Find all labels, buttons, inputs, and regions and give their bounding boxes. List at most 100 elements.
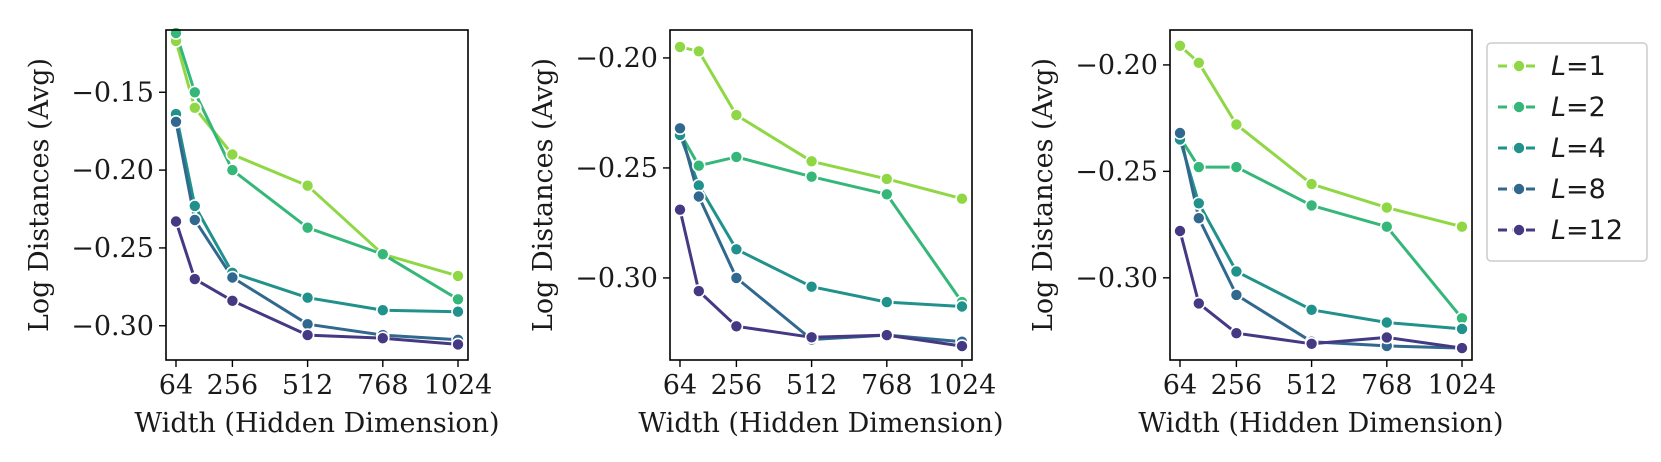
y-axis-label: Log Distances (Avg) (528, 58, 559, 332)
data-point (169, 115, 183, 129)
data-point (1192, 296, 1206, 311)
data-point (225, 293, 240, 308)
data-point (1229, 288, 1244, 302)
data-point (691, 158, 706, 173)
legend-marker (1512, 100, 1526, 114)
data-point (955, 191, 969, 206)
chart-panel-3: 64 256 512 768 1024 −0.20 −0.25 −0.30 Width (Hid… (1028, 29, 1504, 439)
x-tick-label: 256 (1211, 370, 1263, 401)
data-point (1380, 219, 1394, 234)
chart-panel-1: 64 256 512 768 1024 −0.15 −0.20 −0.25 −0.30 Width… (24, 26, 500, 439)
x-tick-label: 64 (159, 370, 193, 401)
series-line-l-1 (678, 45, 964, 201)
data-point (1304, 336, 1319, 351)
plot-frame (1169, 29, 1473, 361)
data-point (188, 101, 202, 115)
data-point (879, 187, 894, 202)
data-point (1173, 38, 1187, 53)
x-tick-label: 512 (786, 370, 838, 401)
data-point (691, 44, 706, 59)
x-tick-label: 1024 (424, 370, 493, 401)
data-point (1304, 198, 1319, 213)
x-tick-label: 768 (1361, 370, 1413, 401)
legend-label: L=12 (1551, 215, 1623, 246)
data-point (225, 147, 240, 162)
data-point (1173, 126, 1187, 140)
y-axis-label: Log Distances (Avg) (1028, 58, 1059, 332)
y-tick-label: −0.20 (71, 155, 154, 186)
series-line-l-2 (678, 131, 964, 304)
x-tick-label: 512 (1286, 370, 1338, 401)
data-point (188, 272, 202, 286)
y-tick-label: −0.30 (71, 311, 154, 342)
data-point (300, 178, 315, 193)
x-axis-label: Width (Hidden Dimension) (1138, 408, 1503, 439)
data-point (451, 304, 465, 319)
data-point (1229, 117, 1244, 132)
legend-label: L=8 (1551, 174, 1606, 205)
data-point (729, 108, 744, 122)
series-line-l-4 (678, 133, 964, 308)
legend-entry: L=2 (1498, 92, 1606, 123)
data-point (804, 154, 819, 169)
data-point (879, 172, 894, 186)
series-line-l-2 (174, 31, 460, 301)
series-line-l-12 (1178, 229, 1464, 350)
data-point (225, 163, 240, 177)
x-tick-label: 768 (861, 370, 913, 401)
data-point (188, 85, 202, 100)
chart-panel-2: 64 256 512 768 1024 −0.20 −0.25 −0.30 Width (Hid… (528, 29, 1004, 439)
legend-label: L=4 (1551, 133, 1606, 164)
data-point (879, 295, 894, 309)
legend-label: L=1 (1551, 51, 1606, 82)
legend-entry: L=1 (1498, 51, 1606, 82)
chart-panels: 64 256 512 768 1024 −0.15 −0.20 −0.25 −0.30 Width… (24, 26, 1504, 439)
data-point (691, 284, 706, 298)
data-point (375, 331, 390, 346)
data-point (300, 328, 315, 342)
data-point (1380, 315, 1394, 330)
data-point (169, 214, 183, 229)
y-tick-label: −0.15 (71, 77, 154, 108)
data-point (691, 178, 706, 193)
y-tick-label: −0.30 (575, 263, 658, 294)
y-tick-label: −0.30 (1075, 263, 1158, 294)
data-point (729, 150, 744, 164)
x-axis-label: Width (Hidden Dimension) (638, 408, 1003, 439)
data-point (1380, 200, 1394, 215)
data-point (804, 279, 819, 294)
data-point (1229, 264, 1244, 279)
data-point (1455, 322, 1469, 336)
plot-frame (165, 29, 469, 361)
series-line-l-1 (174, 39, 460, 278)
legend-entry: L=4 (1498, 133, 1606, 164)
data-point (375, 303, 390, 318)
legend-marker (1512, 141, 1526, 155)
y-tick-label: −0.20 (1075, 50, 1158, 81)
data-point (451, 337, 465, 352)
x-tick-label: 256 (207, 370, 259, 401)
data-point (1192, 211, 1206, 225)
data-point (1455, 341, 1469, 355)
data-point (673, 40, 687, 54)
data-point (955, 339, 969, 353)
data-point (804, 330, 819, 345)
data-point (451, 292, 465, 307)
x-tick-label: 512 (282, 370, 334, 401)
data-point (300, 220, 315, 235)
legend-marker (1512, 223, 1526, 237)
data-point (729, 271, 744, 285)
y-axis-label: Log Distances (Avg) (24, 58, 55, 332)
data-point (1192, 196, 1206, 211)
data-point (804, 169, 819, 184)
data-point (691, 189, 706, 204)
data-point (1229, 326, 1244, 341)
x-tick-label: 1024 (928, 370, 997, 401)
y-tick-label: −0.25 (1075, 156, 1158, 187)
legend-marker (1512, 182, 1526, 196)
data-point (673, 121, 687, 136)
data-point (673, 202, 687, 217)
data-point (300, 290, 315, 305)
data-point (1192, 55, 1206, 70)
